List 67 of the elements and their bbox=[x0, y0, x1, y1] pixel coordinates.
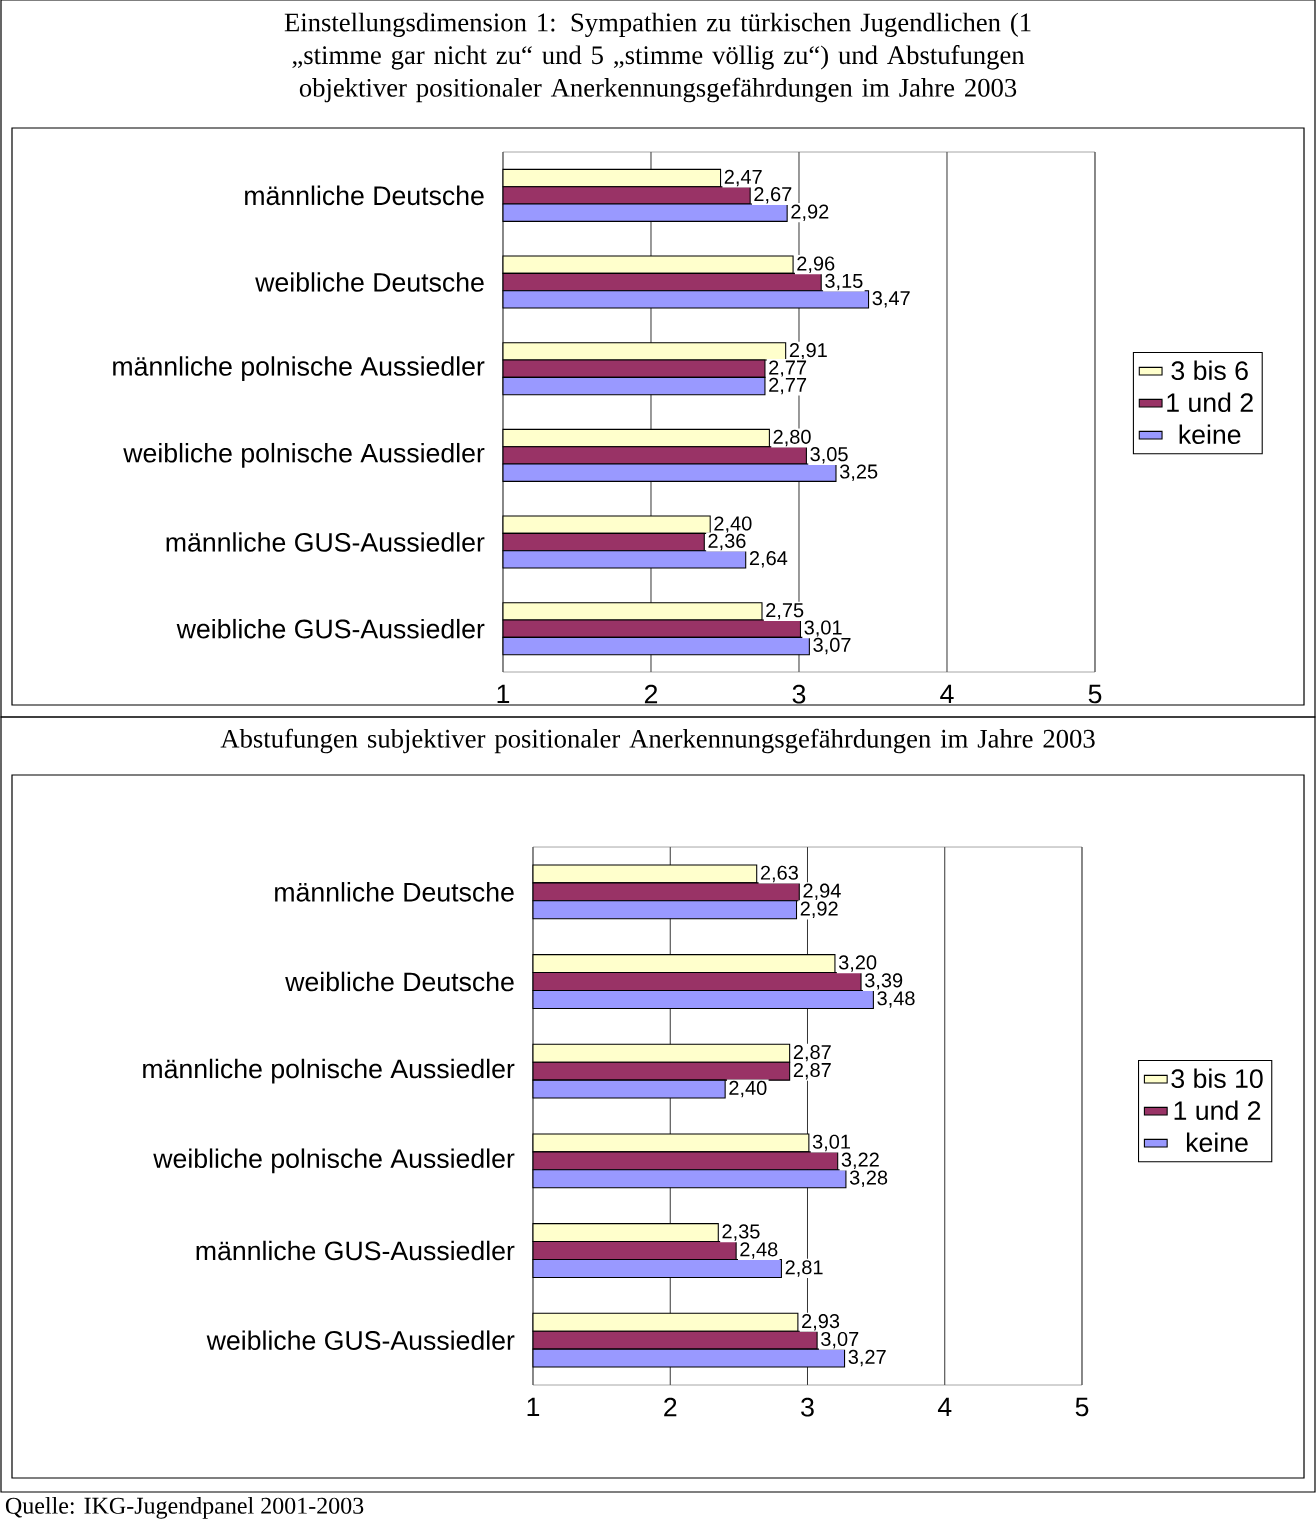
data-label: 3,47 bbox=[872, 291, 910, 308]
legend-label: 3 bis 6 bbox=[1171, 360, 1248, 381]
data-label: 3,39 bbox=[864, 973, 903, 990]
data-label: 2,64 bbox=[749, 551, 788, 568]
x-tick-label: 1 bbox=[497, 684, 510, 704]
data-label: 3,25 bbox=[839, 464, 878, 481]
data-label: 2,81 bbox=[785, 1260, 823, 1277]
y-tick-label: weibliche Deutsche bbox=[255, 272, 484, 292]
data-label: 3,22 bbox=[841, 1152, 879, 1170]
data-label: 3,07 bbox=[821, 1331, 859, 1349]
x-tick-label: 1 bbox=[527, 1397, 540, 1417]
data-label: 2,67 bbox=[754, 187, 792, 204]
data-label: 2,80 bbox=[773, 429, 811, 447]
data-label: 3,28 bbox=[849, 1170, 888, 1188]
data-label: 2,47 bbox=[724, 169, 762, 187]
y-tick-label: männliche GUS-Aussiedler bbox=[166, 532, 485, 552]
x-tick-label: 5 bbox=[1075, 1397, 1089, 1417]
data-label: 2,87 bbox=[793, 1062, 831, 1080]
data-label: 2,63 bbox=[760, 865, 798, 883]
data-label: 2,75 bbox=[766, 603, 804, 620]
legend-label: 1 und 2 bbox=[1167, 392, 1253, 413]
legend-label: keine bbox=[1186, 1132, 1248, 1153]
chart-title: Einstellungsdimension 1: Sympathien zu türkischen Jugendlichen (1 „stimme gar nicht zu“ und 5 „stimme völlig zu“) und Abstufungen objektiver positionaler Anerkennungsgefährdungen im Jahre 2003 bbox=[284, 12, 1031, 103]
data-label: 2,96 bbox=[797, 256, 835, 273]
data-label: 3,01 bbox=[812, 1134, 851, 1152]
y-tick-label: männliche GUS-Aussiedler bbox=[196, 1240, 515, 1261]
data-label: 3,05 bbox=[810, 447, 848, 464]
y-tick-label: männliche polnische Aussiedler bbox=[113, 356, 485, 382]
legend-label: 3 bis 10 bbox=[1171, 1068, 1263, 1089]
data-label: 2,48 bbox=[740, 1242, 778, 1259]
data-label: 3,01 bbox=[804, 620, 842, 637]
data-label: 2,91 bbox=[789, 343, 827, 360]
data-label: 3,07 bbox=[813, 637, 851, 655]
x-tick-label: 4 bbox=[937, 1397, 952, 1417]
data-label: 2,92 bbox=[800, 901, 838, 919]
data-label: 2,93 bbox=[802, 1313, 840, 1331]
y-tick-label: männliche Deutsche bbox=[275, 882, 514, 902]
data-label: 2,77 bbox=[769, 360, 807, 377]
data-label: 3,27 bbox=[848, 1349, 886, 1367]
data-label: 2,35 bbox=[722, 1224, 760, 1241]
x-tick-label: 4 bbox=[940, 684, 954, 704]
x-tick-label: 3 bbox=[792, 684, 806, 704]
data-label: 2,92 bbox=[791, 204, 829, 221]
y-tick-label: weibliche polnische Aussiedler bbox=[153, 1148, 515, 1174]
x-tick-label: 3 bbox=[801, 1397, 814, 1417]
x-tick-label: 2 bbox=[664, 1397, 677, 1417]
data-label: 2,36 bbox=[708, 533, 746, 551]
y-tick-label: weibliche Deutsche bbox=[285, 971, 514, 992]
x-tick-label: 5 bbox=[1088, 684, 1102, 704]
data-label: 2,94 bbox=[803, 883, 841, 901]
data-label: 2,87 bbox=[793, 1044, 831, 1062]
y-tick-label: männliche Deutsche bbox=[245, 185, 484, 206]
legend-label: 1 und 2 bbox=[1174, 1100, 1261, 1121]
y-tick-label: männliche polnische Aussiedler bbox=[143, 1058, 515, 1084]
data-label: 2,40 bbox=[729, 1080, 767, 1098]
chart-title: Abstufungen subjektiver positionaler Anerkennungsgefährdungen im Jahre 2003 bbox=[220, 728, 1095, 754]
legend-label: keine bbox=[1179, 424, 1241, 445]
data-label: 3,15 bbox=[825, 273, 863, 291]
data-label: 2,40 bbox=[714, 516, 752, 533]
y-tick-label: weibliche GUS-Aussiedler bbox=[176, 618, 485, 639]
data-label: 3,20 bbox=[838, 955, 877, 972]
y-tick-label: weibliche polnische Aussiedler bbox=[123, 442, 485, 468]
y-tick-label: weibliche GUS-Aussiedler bbox=[206, 1330, 515, 1350]
data-label: 2,77 bbox=[769, 377, 807, 395]
data-label: 3,48 bbox=[877, 991, 915, 1008]
x-tick-label: 2 bbox=[644, 684, 658, 704]
source-note: Quelle: IKG-Jugendpanel 2001-2003 bbox=[5, 1496, 364, 1519]
